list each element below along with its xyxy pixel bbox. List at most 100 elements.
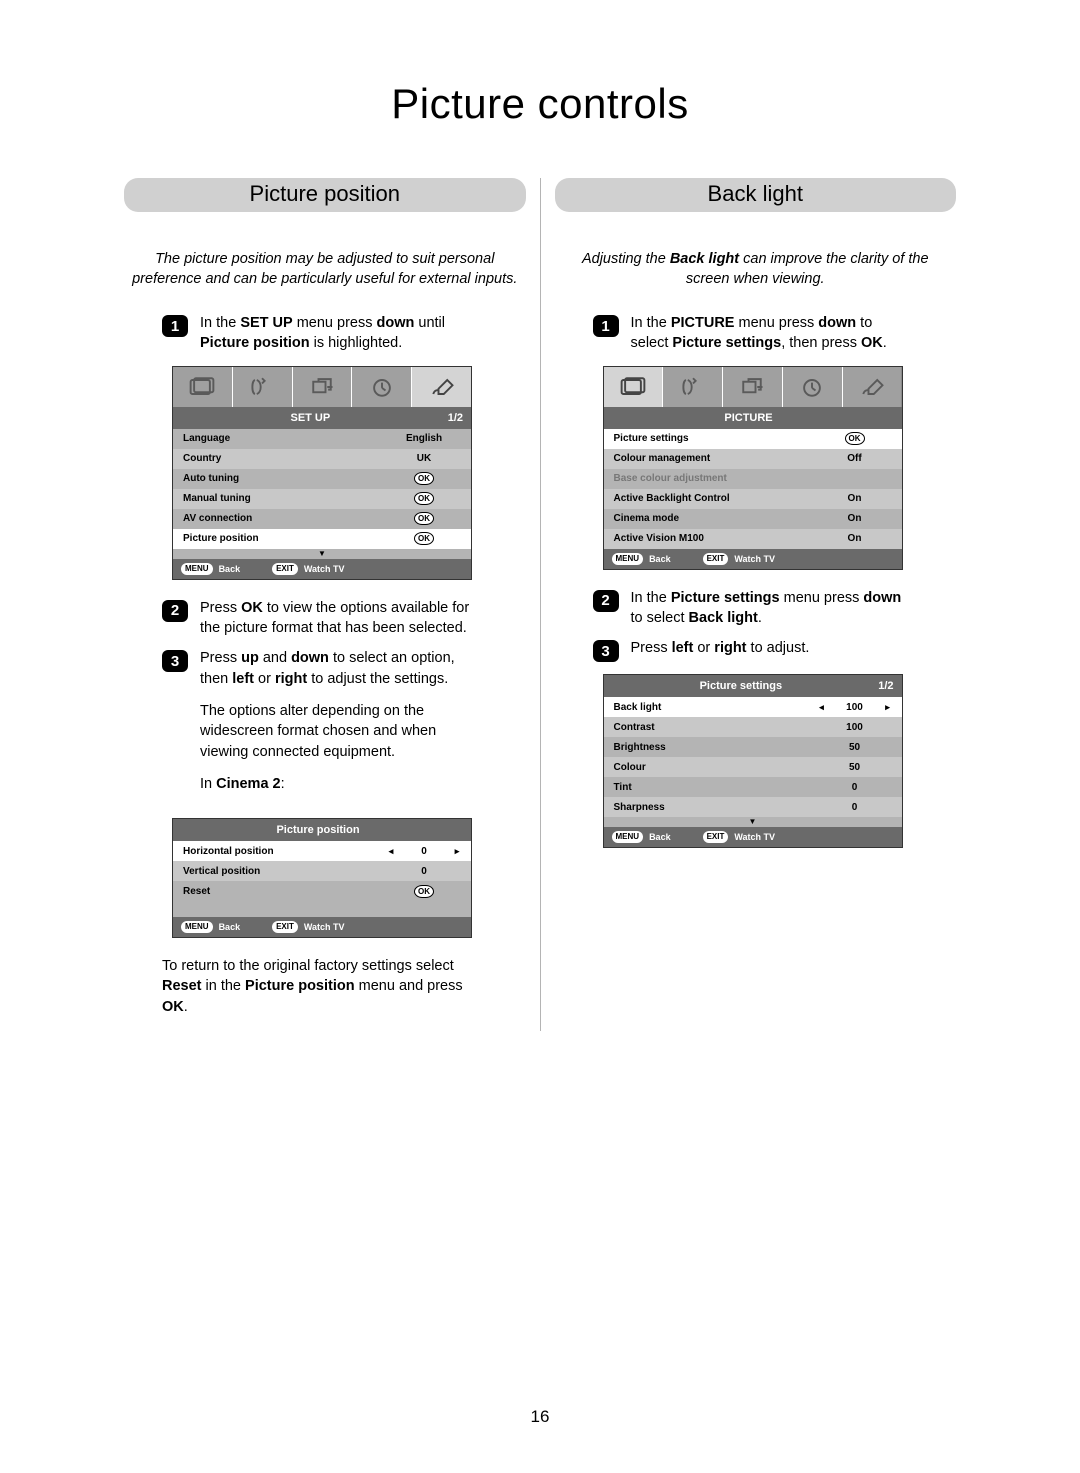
foot-back: Back (219, 922, 241, 932)
osd-tabs (604, 367, 902, 407)
tab-picture-icon (604, 367, 664, 407)
osd-row-label: AV connection (183, 513, 397, 524)
section-header-left: Picture position (124, 178, 526, 212)
osd-picture: PICTURE Picture settingsOKColour managem… (603, 366, 903, 570)
osd-row: CountryUK (173, 449, 471, 469)
osd-row-value: English (397, 433, 451, 444)
osd-row-value: OK (397, 512, 451, 525)
menu-button-icon: MENU (181, 921, 213, 933)
left-step-2: 2 Press OK to view the options available… (162, 598, 482, 639)
step-number-icon: 1 (593, 315, 619, 337)
osd-row-label: Language (183, 433, 397, 444)
osd-footer: MENU Back EXIT Watch TV (173, 917, 471, 937)
osd-row-value: 0 (397, 866, 451, 877)
osd-picture-position: Picture position Horizontal position◂0▸V… (172, 818, 472, 938)
left-step-3-text: Press up and down to select an option, t… (200, 648, 482, 806)
right-step-1-text: In the PICTURE menu press down to select… (631, 313, 913, 354)
osd-rows: LanguageEnglishCountryUKAuto tuningOKMan… (173, 429, 471, 549)
osd-row-value: On (828, 513, 882, 524)
osd-row-value: OK (397, 885, 451, 898)
osd-rows: Back light◂100▸Contrast100Brightness50Co… (604, 697, 902, 817)
ok-badge-icon: OK (414, 885, 434, 898)
right-step-3: 3 Press left or right to adjust. (593, 638, 913, 662)
menu-button-icon: MENU (181, 563, 213, 575)
foot-watch: Watch TV (304, 922, 345, 932)
osd-title: SET UP (173, 412, 448, 424)
tab-picture-icon (173, 367, 233, 407)
left-step-2-text: Press OK to view the options available f… (200, 598, 482, 639)
osd-row-label: Active Backlight Control (614, 493, 828, 504)
foot-watch: Watch TV (304, 564, 345, 574)
step-number-icon: 2 (162, 600, 188, 622)
osd-row-label: Tint (614, 782, 828, 793)
osd-page: 1/2 (878, 680, 901, 692)
osd-row: Manual tuningOK (173, 489, 471, 509)
osd-row-value: On (828, 493, 882, 504)
osd-row: Cinema modeOn (604, 509, 902, 529)
osd-row-label: Active Vision M100 (614, 533, 828, 544)
page-title: Picture controls (110, 80, 970, 128)
osd-setup: SET UP 1/2 LanguageEnglishCountryUKAuto … (172, 366, 472, 580)
arrow-left-icon: ◂ (816, 702, 828, 713)
left-intro: The picture position may be adjusted to … (132, 250, 518, 289)
right-column: Back light Adjusting the Back light can … (541, 178, 971, 1031)
osd-row-label: Country (183, 453, 397, 464)
tab-timer-icon (783, 367, 843, 407)
osd-footer: MENU Back EXIT Watch TV (604, 827, 902, 847)
osd-row-value: 100 (828, 702, 882, 713)
osd-picture-settings: Picture settings 1/2 Back light◂100▸ Cont… (603, 674, 903, 848)
osd-row: Active Backlight ControlOn (604, 489, 902, 509)
osd-row: Base colour adjustment (604, 469, 902, 489)
scroll-down-icon (173, 549, 471, 559)
osd-row-label: Picture settings (614, 433, 828, 444)
osd-row: Colour managementOff (604, 449, 902, 469)
menu-button-icon: MENU (612, 553, 644, 565)
osd-row: Vertical position0 (173, 861, 471, 881)
osd-row-value: OK (397, 492, 451, 505)
foot-back: Back (649, 554, 671, 564)
right-step-2: 2 In the Picture settings menu press dow… (593, 588, 913, 629)
osd-row-label: Vertical position (183, 866, 397, 877)
right-step-2-text: In the Picture settings menu press down … (631, 588, 913, 629)
osd-row-label: Colour management (614, 453, 828, 464)
left-reset-note: To return to the original factory settin… (162, 956, 482, 1017)
foot-watch: Watch TV (734, 832, 775, 842)
section-header-right: Back light (555, 178, 957, 212)
osd-row: Tint0 (604, 777, 902, 797)
osd-row-value: 0 (828, 802, 882, 813)
osd-row-label: Cinema mode (614, 513, 828, 524)
osd-row: Colour50 (604, 757, 902, 777)
arrow-right-icon: ▸ (451, 846, 463, 857)
step-number-icon: 3 (593, 640, 619, 662)
osd-row-label: Back light (614, 702, 816, 713)
left-step-1-text: In the SET UP menu press down until Pict… (200, 313, 482, 354)
tab-feature-icon (723, 367, 783, 407)
osd-title: Picture settings (604, 680, 879, 692)
step-number-icon: 3 (162, 650, 188, 672)
foot-watch: Watch TV (734, 554, 775, 564)
osd-row-label: Base colour adjustment (614, 473, 828, 484)
left-column: Picture position The picture position ma… (110, 178, 540, 1031)
osd-row: Contrast100 (604, 717, 902, 737)
left-step-3: 3 Press up and down to select an option,… (162, 648, 482, 806)
left-step-1: 1 In the SET UP menu press down until Pi… (162, 313, 482, 354)
osd-tabs (173, 367, 471, 407)
osd-row-value: 0 (828, 782, 882, 793)
osd-row-value: 100 (828, 722, 882, 733)
right-step-1: 1 In the PICTURE menu press down to sele… (593, 313, 913, 354)
arrow-right-icon: ▸ (882, 702, 894, 713)
step-number-icon: 1 (162, 315, 188, 337)
osd-row: Brightness50 (604, 737, 902, 757)
osd-row: Sharpness0 (604, 797, 902, 817)
osd-row-label: Colour (614, 762, 828, 773)
osd-row-value: UK (397, 453, 451, 464)
exit-button-icon: EXIT (272, 921, 298, 933)
tab-setup-icon (412, 367, 471, 407)
osd-row-value: On (828, 533, 882, 544)
tab-sound-icon (233, 367, 293, 407)
osd-row: AV connectionOK (173, 509, 471, 529)
osd-row: Picture settingsOK (604, 429, 902, 449)
osd-row-value: OK (828, 432, 882, 445)
osd-row: Horizontal position◂0▸ (173, 841, 471, 861)
tab-sound-icon (663, 367, 723, 407)
